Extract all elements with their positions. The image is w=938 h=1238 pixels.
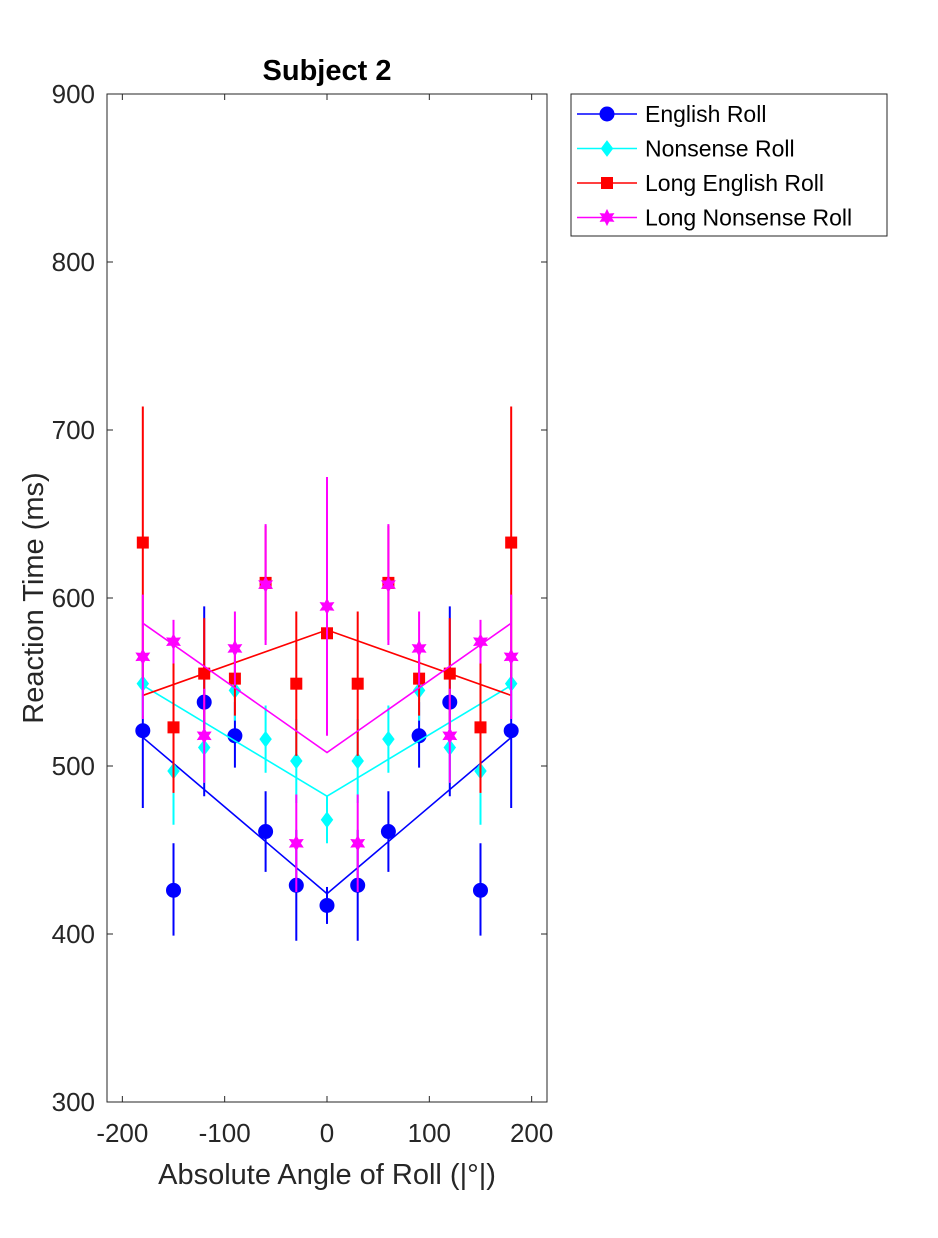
y-tick-label: 500 — [52, 751, 95, 781]
x-tick-label: 0 — [320, 1118, 334, 1148]
y-tick-label: 800 — [52, 247, 95, 277]
series-4-point — [350, 834, 366, 852]
series-4-point — [227, 639, 243, 658]
legend: English Roll Nonsense Roll Long English Ro… — [570, 93, 888, 237]
legend-entry: Long Nonsense Roll — [577, 205, 852, 231]
x-tick-label: 200 — [510, 1118, 553, 1148]
series-3-point — [136, 536, 149, 549]
series-layer — [135, 406, 519, 941]
series-1-point — [503, 723, 519, 739]
legend-label: Long Nonsense Roll — [645, 205, 852, 231]
series-3-point — [443, 667, 456, 680]
y-tick-label: 400 — [52, 919, 95, 949]
legend-marker — [599, 208, 615, 227]
series-4-point — [411, 639, 427, 658]
y-tick-label: 600 — [52, 583, 95, 613]
series-3-point — [198, 667, 211, 680]
x-tick-label: -100 — [199, 1118, 251, 1148]
y-tick-label: 700 — [52, 415, 95, 445]
series-2-point — [290, 752, 303, 770]
series-3-point — [290, 677, 303, 690]
series-4 — [135, 477, 519, 892]
series-1-point — [258, 824, 274, 840]
series-1-point — [135, 723, 151, 739]
series-2-point — [351, 752, 364, 770]
series-1-point — [472, 882, 488, 898]
series-2-point — [382, 730, 395, 748]
series-1-point — [380, 824, 396, 840]
chart-title: Subject 2 — [263, 55, 392, 87]
series-1-point — [166, 882, 182, 898]
series-4-point — [258, 575, 274, 594]
series-4-point — [196, 727, 212, 745]
legend-marker — [601, 177, 613, 189]
series-4-point — [135, 648, 151, 666]
legend-marker — [600, 140, 614, 157]
y-tick-label: 300 — [52, 1087, 95, 1117]
series-3-point — [167, 721, 180, 734]
y-tick-label: 900 — [52, 79, 95, 109]
series-2-point — [259, 730, 272, 748]
series-2-point — [320, 811, 334, 829]
legend-label: Long English Roll — [645, 170, 824, 196]
series-1-point — [319, 897, 335, 913]
legend-label: Nonsense Roll — [645, 136, 795, 162]
legend-label: English Roll — [645, 101, 766, 127]
legend-entry: Long English Roll — [577, 170, 824, 196]
series-3-point — [505, 536, 518, 549]
series-4-point — [503, 648, 519, 666]
y-axis-title: Reaction Time (ms) — [18, 472, 50, 723]
x-axis-title: Absolute Angle of Roll (|°|) — [158, 1159, 496, 1191]
legend-entry: Nonsense Roll — [577, 136, 795, 162]
series-4-point — [288, 834, 304, 852]
series-4-point — [442, 727, 458, 745]
series-3-point — [351, 677, 364, 690]
x-tick-label: -200 — [96, 1118, 148, 1148]
series-4-point — [166, 633, 181, 651]
x-tick-label: 100 — [408, 1118, 451, 1148]
legend-marker — [599, 106, 615, 122]
series-4-point — [319, 597, 335, 616]
legend-box — [570, 93, 888, 237]
legend-entry: English Roll — [577, 101, 766, 127]
series-4-point — [380, 575, 396, 594]
axes-layer: -200 -100 0 100 200 300 400 500 600 700 800 900 — [52, 79, 554, 1148]
series-4-point — [473, 633, 488, 651]
series-4-fit-line — [142, 622, 512, 754]
series-3-point — [474, 721, 487, 734]
